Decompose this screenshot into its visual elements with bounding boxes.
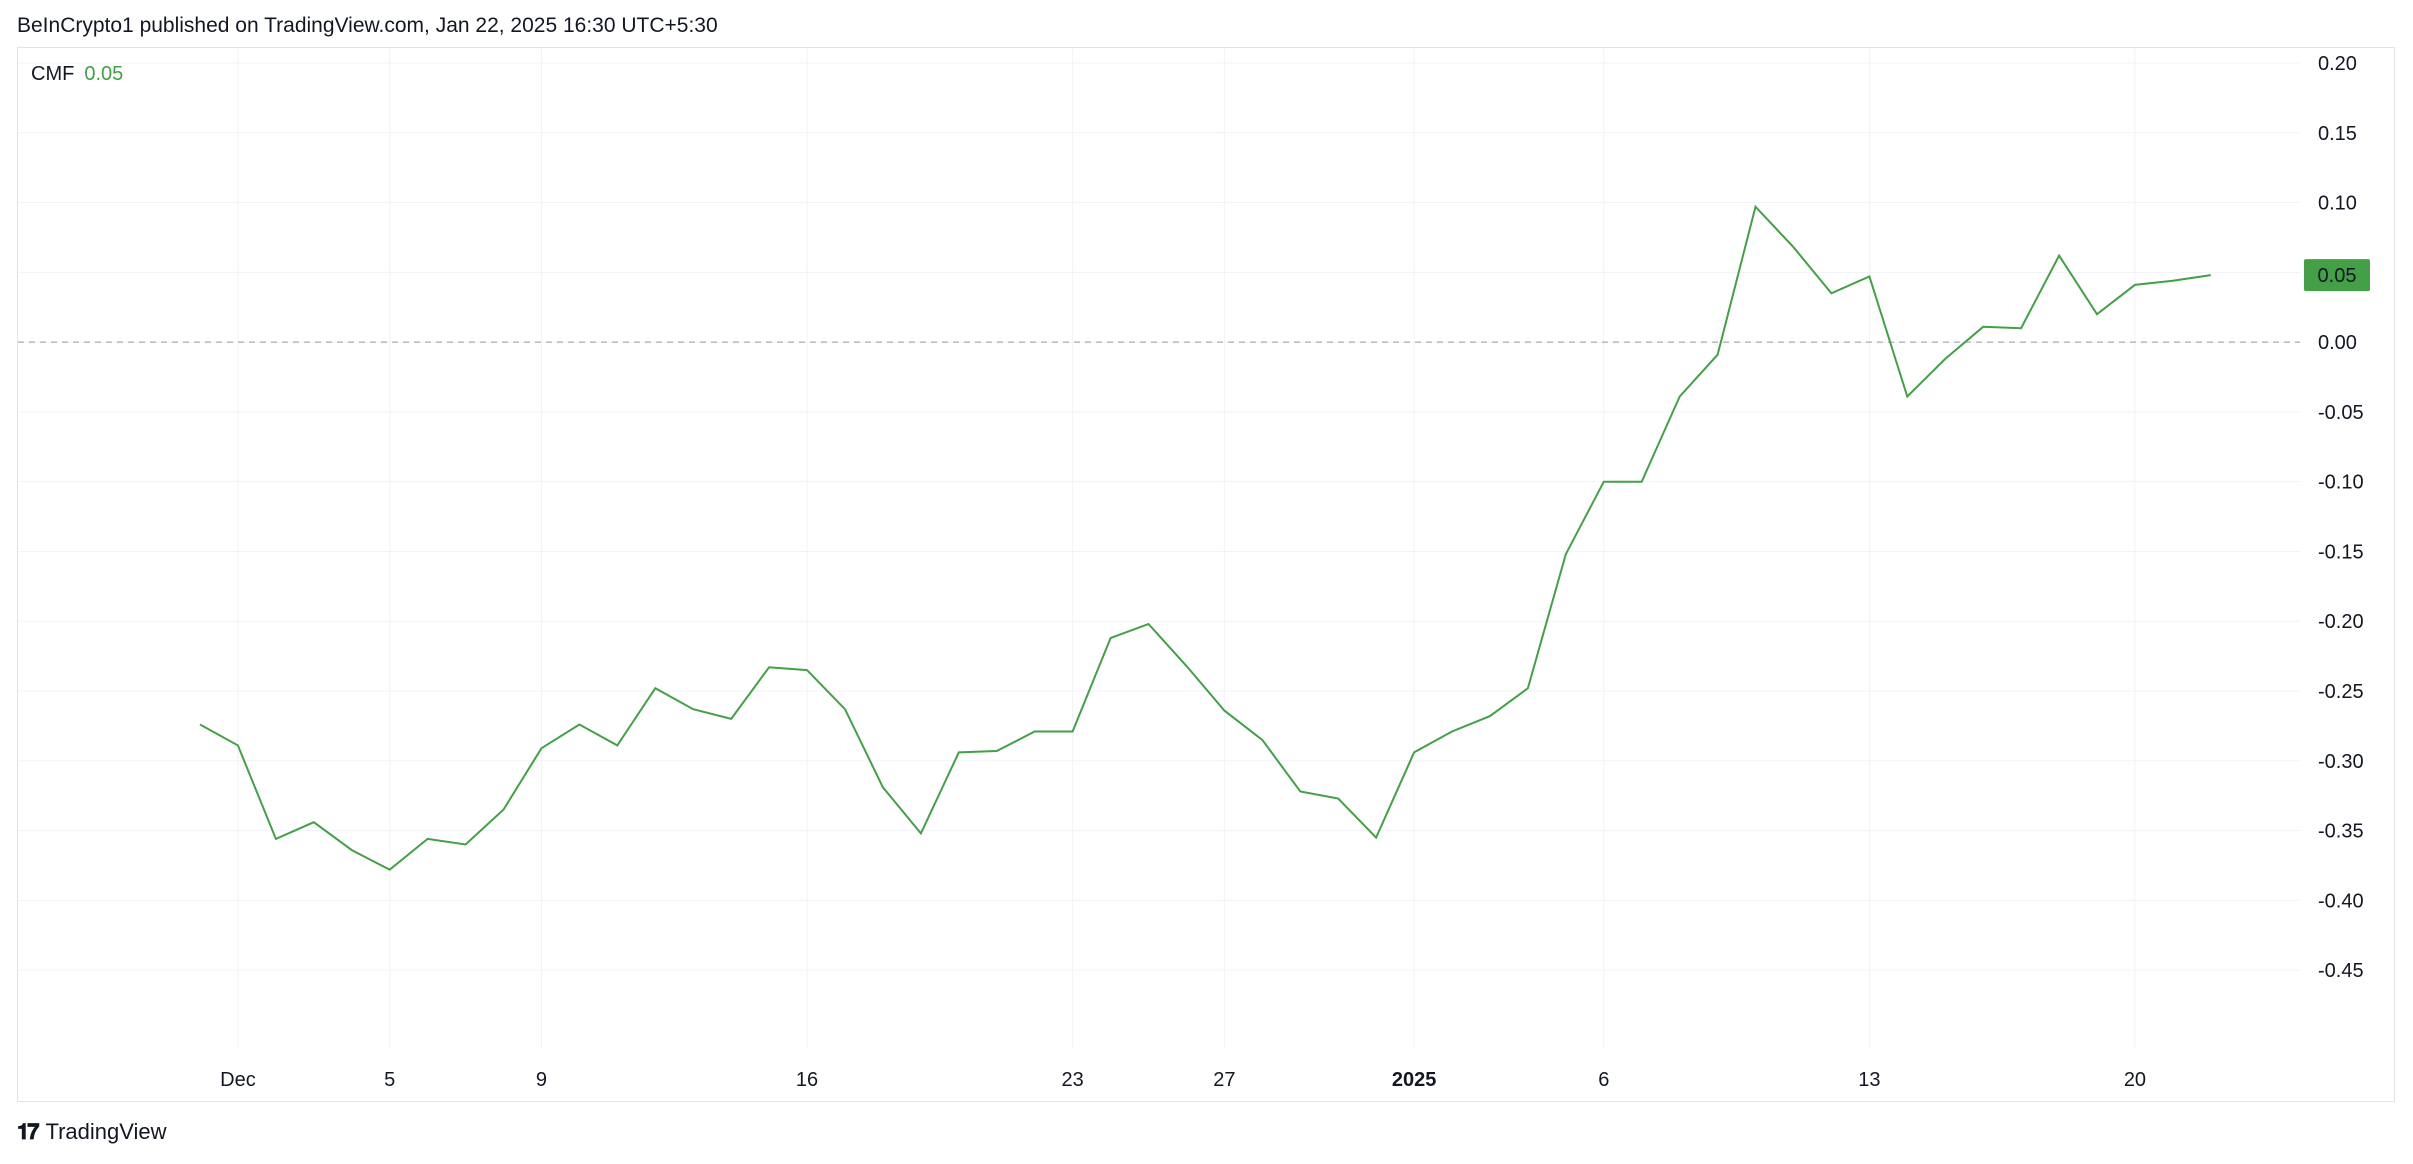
x-tick-label: 2025	[1392, 1069, 1437, 1091]
indicator-name: CMF	[31, 63, 75, 85]
svg-text:0.05: 0.05	[2318, 265, 2357, 287]
y-tick-label: -0.35	[2318, 821, 2364, 843]
y-tick-label: 0.20	[2318, 53, 2357, 75]
indicator-value: 0.05	[84, 63, 124, 85]
x-axis: Dec 5 9 16 23 27 2025 6 13 20	[220, 1069, 2146, 1091]
footer-brand-text: TradingView	[45, 1119, 167, 1144]
y-tick-label: -0.10	[2318, 472, 2364, 494]
y-tick-label: -0.20	[2318, 611, 2364, 633]
y-tick-label: 0.15	[2318, 123, 2357, 145]
x-tick-label: 27	[1213, 1069, 1235, 1091]
data-points	[199, 206, 2211, 870]
x-tick-label: 9	[536, 1069, 547, 1091]
x-tick-label: 13	[1858, 1069, 1880, 1091]
y-tick-label: -0.40	[2318, 890, 2364, 912]
grid-lines	[18, 48, 2300, 1048]
x-tick-label: 6	[1598, 1069, 1609, 1091]
y-tick-label: -0.25	[2318, 681, 2364, 703]
y-tick-label: -0.45	[2318, 960, 2364, 982]
y-tick-label: -0.05	[2318, 402, 2364, 424]
tradingview-logo-icon: 𝟏𝟕	[17, 1119, 40, 1144]
x-tick-label: 23	[1061, 1069, 1083, 1091]
y-tick-label: -0.30	[2318, 751, 2364, 773]
y-tick-label: 0.10	[2318, 193, 2357, 215]
indicator-legend[interactable]: CMF 0.05	[31, 63, 123, 86]
cmf-series-line	[199, 204, 2211, 871]
y-axis: 0.20 0.15 0.10 0.05 0.00 -0.05 -0.10 -0.15 -0.20…	[2318, 53, 2364, 982]
last-value-badge: 0.05	[2304, 259, 2370, 292]
chart-frame	[17, 47, 2395, 1102]
x-tick-label: 5	[384, 1069, 395, 1091]
publish-info: BeInCrypto1 published on TradingView.com…	[17, 14, 718, 37]
x-tick-label: 16	[796, 1069, 818, 1091]
x-tick-label: Dec	[220, 1069, 256, 1091]
y-tick-label: 0.00	[2318, 332, 2357, 354]
footer-branding[interactable]: 𝟏𝟕 TradingView	[17, 1119, 167, 1145]
x-tick-label: 20	[2124, 1069, 2146, 1091]
y-tick-label: -0.15	[2318, 541, 2364, 563]
